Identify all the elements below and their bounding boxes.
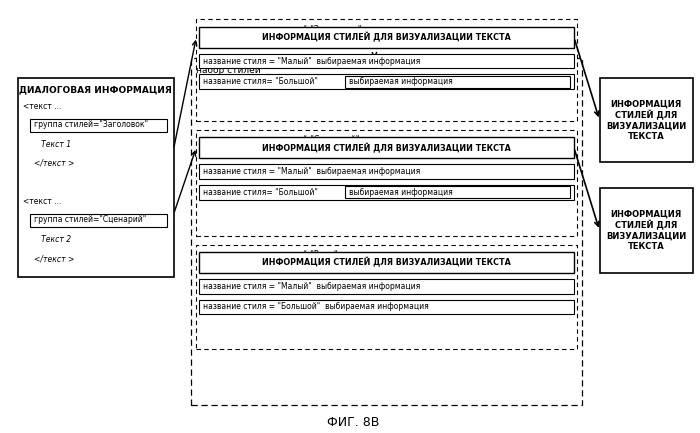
Text: название стиля= "Большой": название стиля= "Большой" <box>203 78 318 86</box>
Text: Текст 2: Текст 2 <box>34 235 71 244</box>
Text: название стиля = "Малый"  выбираемая информация: название стиля = "Малый" выбираемая инфо… <box>203 282 421 291</box>
Bar <box>197 245 577 349</box>
Bar <box>199 74 574 89</box>
Text: название стиля = "Малый"  выбираемая информация: название стиля = "Малый" выбираемая инфо… <box>203 167 421 176</box>
Text: ИНФОРМАЦИЯ СТИЛЕЙ ДЛЯ ВИЗУАЛИЗАЦИИ ТЕКСТА: ИНФОРМАЦИЯ СТИЛЕЙ ДЛЯ ВИЗУАЛИЗАЦИИ ТЕКСТ… <box>262 257 511 268</box>
Text: ФИГ. 8В: ФИГ. 8В <box>328 416 380 429</box>
Text: название стиля = "Малый"  выбираемая информация: название стиля = "Малый" выбираемая инфо… <box>203 57 421 65</box>
Text: </текст >: </текст > <box>34 254 74 263</box>
Text: </текст >: </текст > <box>34 159 74 168</box>
Bar <box>199 27 574 48</box>
Bar <box>199 164 574 179</box>
Bar <box>199 185 574 200</box>
Text: <текст ...: <текст ... <box>23 197 62 206</box>
Bar <box>199 300 574 314</box>
Bar <box>600 188 693 273</box>
Bar <box>199 279 574 294</box>
Text: Текст 1: Текст 1 <box>34 140 71 149</box>
Text: ИНФОРМАЦИЯ СТИЛЕЙ ДЛЯ ВИЗУАЛИЗАЦИИ ТЕКСТА: ИНФОРМАЦИЯ СТИЛЕЙ ДЛЯ ВИЗУАЛИЗАЦИИ ТЕКСТ… <box>262 32 511 42</box>
Text: ИНФОРМАЦИЯ СТИЛЕЙ ДЛЯ ВИЗУАЛИЗАЦИИ ТЕКСТА: ИНФОРМАЦИЯ СТИЛЕЙ ДЛЯ ВИЗУАЛИЗАЦИИ ТЕКСТ… <box>262 142 511 153</box>
Text: группа стилей="Сценарий": группа стилей="Сценарий" <box>34 216 146 224</box>
Text: ДИАЛОГОВАЯ ИНФОРМАЦИЯ: ДИАЛОГОВАЯ ИНФОРМАЦИЯ <box>19 86 172 95</box>
Text: группа стилей="Заголовок": группа стилей="Заголовок" <box>34 120 148 129</box>
Bar <box>191 58 582 405</box>
Text: набор стилей: набор стилей <box>197 66 261 75</box>
Text: <текст ...: <текст ... <box>23 102 62 111</box>
Text: название стиля = "Большой"  выбираемая информация: название стиля = "Большой" выбираемая ин… <box>203 303 429 311</box>
Text: название стиля= "Большой": название стиля= "Большой" <box>203 188 318 197</box>
Text: название группы стилей "Сценарий": название группы стилей "Сценарий" <box>202 135 359 144</box>
Bar <box>18 78 174 277</box>
Text: выбираемая информация: выбираемая информация <box>349 78 452 86</box>
Text: ИНФОРМАЦИЯ
СТИЛЕЙ ДЛЯ
ВИЗУАЛИЗАЦИИ
ТЕКСТА: ИНФОРМАЦИЯ СТИЛЕЙ ДЛЯ ВИЗУАЛИЗАЦИИ ТЕКСТ… <box>606 210 687 252</box>
Bar <box>30 119 167 132</box>
Bar <box>30 214 167 227</box>
Bar <box>199 54 574 68</box>
Text: выбираемая информация: выбираемая информация <box>349 188 452 197</box>
Bar <box>344 76 570 88</box>
Bar <box>199 252 574 273</box>
Bar <box>253 26 496 54</box>
Bar <box>199 137 574 158</box>
Text: ИНФОРМАЦИЯ ПРЕДСТАВЛЕНИЯ: ИНФОРМАЦИЯ ПРЕДСТАВЛЕНИЯ <box>276 35 473 45</box>
Bar <box>197 130 577 236</box>
Text: название группы стилей "Роли": название группы стилей "Роли" <box>202 250 337 259</box>
Bar <box>197 19 577 121</box>
Text: ИНФОРМАЦИЯ
СТИЛЕЙ ДЛЯ
ВИЗУАЛИЗАЦИИ
ТЕКСТА: ИНФОРМАЦИЯ СТИЛЕЙ ДЛЯ ВИЗУАЛИЗАЦИИ ТЕКСТ… <box>606 99 687 141</box>
Bar <box>600 78 693 162</box>
Text: название группы стилей "Заголовок": название группы стилей "Заголовок" <box>202 25 361 34</box>
Bar <box>344 186 570 198</box>
